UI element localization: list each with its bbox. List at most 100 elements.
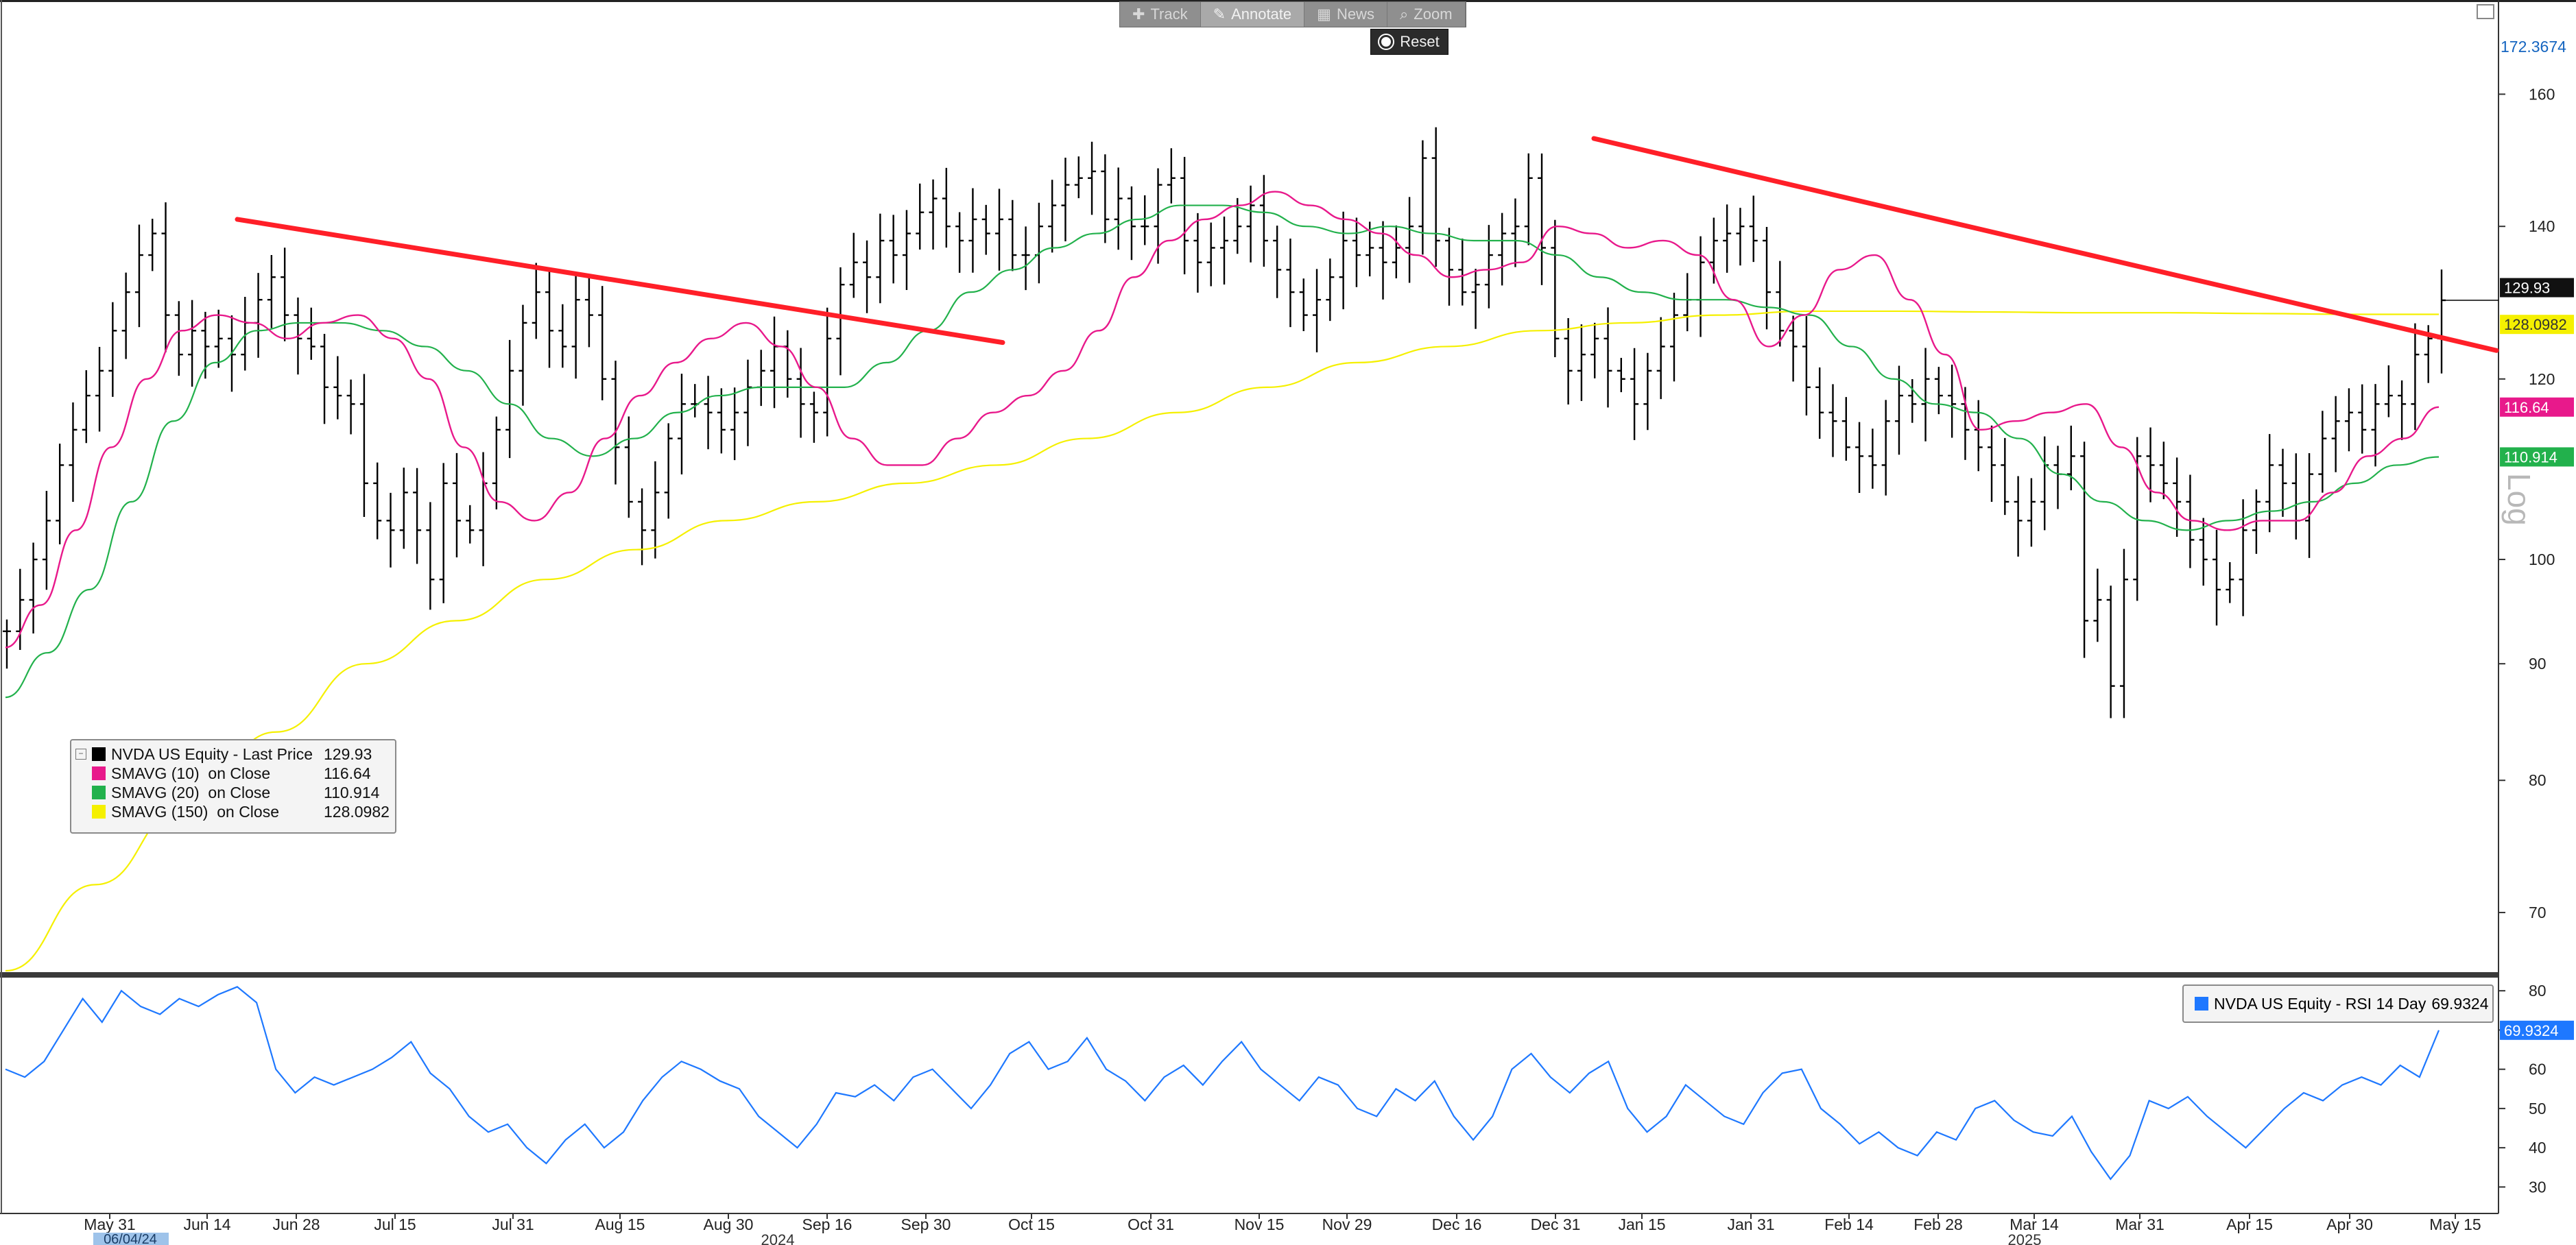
y-tick-label: 160: [2529, 85, 2555, 103]
tag-sma150-bg: [2500, 315, 2574, 335]
x-tick-label: Nov 15: [1235, 1216, 1285, 1233]
y-tick-label: 70: [2529, 904, 2547, 921]
rsi-line: [5, 986, 2440, 1181]
x-tick-label: Feb 14: [1824, 1216, 1874, 1233]
rsi-y-tick-label: 50: [2529, 1100, 2547, 1117]
legend-row-last-price: NVDA US Equity - Last Price 129.93: [92, 745, 372, 764]
x-tick-label: Jun 28: [272, 1216, 320, 1233]
crosshair-icon: ✚: [1132, 5, 1145, 23]
legend-swatch: [92, 747, 106, 761]
rsi-legend-value: 69.9324: [2431, 994, 2489, 1013]
rsi-y-tick-label: 60: [2529, 1061, 2547, 1078]
series-layer: [3, 127, 2446, 1181]
annotate-label: Annotate: [1231, 5, 1292, 23]
x-tick-label: Jun 14: [183, 1216, 230, 1233]
x-tick-label: Sep 16: [802, 1216, 852, 1233]
trendline-2: [1591, 136, 2499, 353]
zoom-button[interactable]: ⌕ Zoom: [1387, 2, 1466, 27]
tag-sma150: 128.0982: [2500, 315, 2574, 335]
x-tick-label: Apr 15: [2226, 1216, 2273, 1233]
rsi-y-tick-label: 30: [2529, 1178, 2547, 1196]
x-tick-label: Dec 16: [1432, 1216, 1482, 1233]
x-tick-label: Feb 28: [1913, 1216, 1963, 1233]
y-tick-label: 90: [2529, 655, 2547, 673]
tag-sma20: 110.914: [2500, 447, 2574, 467]
x-tick-label: Aug 15: [595, 1216, 645, 1233]
reset-button[interactable]: Reset: [1370, 29, 1448, 55]
news-label: News: [1336, 5, 1374, 23]
rsi-legend-name: NVDA US Equity - RSI 14 Day: [2214, 994, 2426, 1013]
x-tick-label: Oct 15: [1008, 1216, 1055, 1233]
reset-icon: [1379, 35, 1394, 49]
panel-divider: [0, 972, 2499, 978]
x-tick-label: Apr 30: [2326, 1216, 2373, 1233]
sma20-line: [5, 204, 2440, 699]
legend-value: 129.93: [324, 745, 372, 763]
reset-label: Reset: [1400, 33, 1440, 50]
x-tick-label: Jan 15: [1618, 1216, 1665, 1233]
annotation-layer[interactable]: [235, 136, 2499, 353]
year-label: 2024: [761, 1231, 795, 1245]
x-tick-label: Mar 14: [2009, 1216, 2059, 1233]
tag-last-price-bg: [2500, 278, 2574, 298]
legend-swatch: [92, 805, 106, 819]
rsi-legend[interactable]: NVDA US Equity - RSI 14 Day 69.9324: [2182, 984, 2494, 1023]
x-tick-label: Oct 31: [1128, 1216, 1174, 1233]
start-date-label: 06/04/24: [104, 1232, 157, 1245]
y-tick-label: 140: [2529, 217, 2555, 235]
x-tick-label: Jan 31: [1727, 1216, 1774, 1233]
tag-sma10-text: 116.64: [2504, 399, 2549, 416]
annotate-button[interactable]: ✎ Annotate: [1200, 2, 1305, 27]
year-label: 2025: [2008, 1231, 2042, 1245]
magnifier-icon: ⌕: [1399, 5, 1409, 23]
tag-rsi-bg: [2500, 1020, 2574, 1040]
track-button[interactable]: ✚ Track: [1120, 2, 1201, 27]
price-bars: [3, 127, 2446, 718]
x-tick-label: May 15: [2429, 1216, 2481, 1233]
legend-row-sma20: SMAVG (20) on Close 110.914: [92, 783, 379, 802]
trendline-1: [235, 217, 1005, 346]
x-tick-label: Mar 31: [2115, 1216, 2164, 1233]
log-scale-label[interactable]: Log: [2501, 473, 2537, 526]
legend-swatch: [2195, 997, 2208, 1011]
legend-swatch: [92, 786, 106, 799]
legend-swatch: [92, 766, 106, 780]
y-tick-label: 120: [2529, 370, 2555, 388]
tag-last-price: 129.93: [2500, 278, 2574, 298]
news-icon: ▦: [1317, 5, 1331, 23]
tag-sma150-text: 128.0982: [2504, 316, 2567, 333]
top-border: [0, 0, 2576, 2]
x-tick-label: Dec 31: [1531, 1216, 1581, 1233]
news-button[interactable]: ▦ News: [1304, 2, 1387, 27]
y-tick-label: 100: [2529, 551, 2555, 568]
legend-row-sma150: SMAVG (150) on Close 128.0982: [92, 802, 390, 821]
tag-rsi: 69.9324: [2500, 1020, 2574, 1040]
y-tick-label: 80: [2529, 771, 2547, 789]
window-options-icon[interactable]: [2477, 4, 2494, 19]
rsi-y-tick-label: 40: [2529, 1139, 2547, 1157]
tag-sma10: 116.64: [2500, 397, 2574, 417]
sma150-line: [5, 310, 2440, 972]
price-legend[interactable]: − NVDA US Equity - Last Price 129.93 SMA…: [70, 739, 396, 834]
price-tag-layer: 129.93 128.0982 116.64 110.914 69.9324: [2442, 278, 2574, 1040]
zoom-label: Zoom: [1414, 5, 1453, 23]
x-tick-label: Aug 30: [704, 1216, 754, 1233]
legend-value: 110.914: [324, 783, 380, 801]
rsi-y-tick-label: 80: [2529, 982, 2547, 1000]
chart-toolbar: ✚ Track ✎ Annotate ▦ News ⌕ Zoom: [1119, 1, 1466, 27]
tag-last-price-text: 129.93: [2504, 280, 2550, 297]
track-label: Track: [1150, 5, 1188, 23]
collapse-icon[interactable]: −: [75, 749, 86, 760]
legend-name: NVDA US Equity - Last Price: [111, 745, 313, 763]
legend-value: 128.0982: [324, 802, 390, 821]
tag-rsi-text: 69.9324: [2504, 1022, 2559, 1039]
legend-name: SMAVG (20) on Close: [111, 783, 271, 801]
sma10-line: [5, 191, 2440, 649]
tag-sma10-bg: [2500, 397, 2574, 417]
x-tick-label: Jul 15: [374, 1216, 416, 1233]
legend-value: 116.64: [324, 764, 371, 782]
x-tick-label: May 31: [84, 1216, 135, 1233]
legend-name: SMAVG (150) on Close: [111, 802, 280, 821]
